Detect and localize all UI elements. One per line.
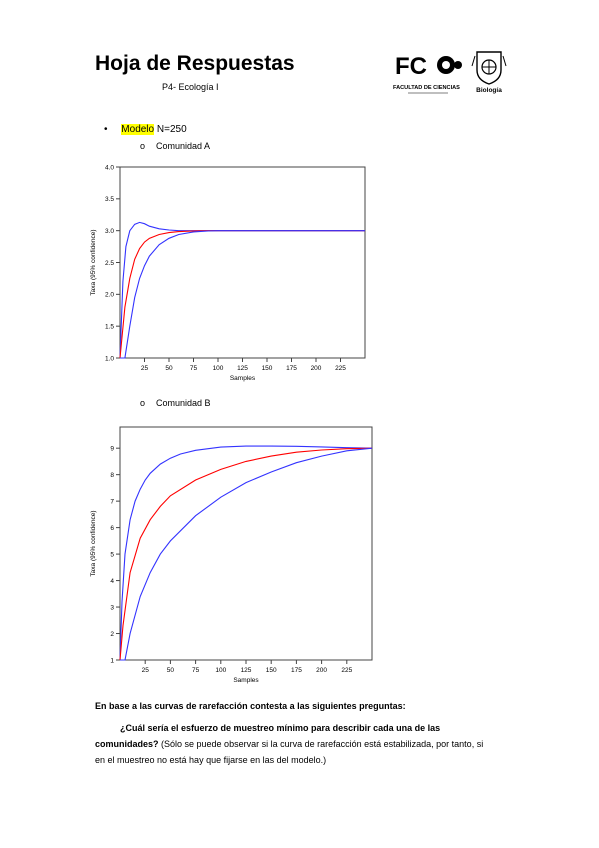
model-highlight: Modelo <box>121 124 155 135</box>
x-tick-label: 150 <box>262 365 273 372</box>
series-line-lower <box>120 230 365 359</box>
y-tick-label: 9 <box>110 445 114 452</box>
y-tick-label: 1.0 <box>105 355 114 362</box>
plot-frame <box>119 166 366 359</box>
x-tick-label: 200 <box>316 667 327 674</box>
y-tick-label: 1 <box>110 657 114 664</box>
series-line-mean <box>119 447 373 661</box>
question-line-3: en el muestreo no está hay que fijarse e… <box>95 755 327 765</box>
question-line-2: comunidades? (Sólo se puede observar si … <box>95 736 483 752</box>
y-axis-label: Taxa (95% confidence) <box>90 229 97 295</box>
question-bold-1: ¿Cuál sería el esfuerzo de muestreo míni… <box>120 723 441 733</box>
x-tick-label: 100 <box>213 365 224 372</box>
x-axis-label: Samples <box>230 375 256 382</box>
intro-text: En base a las curvas de rarefacción cont… <box>95 701 406 711</box>
x-axis-label: Samples <box>233 677 259 684</box>
bullet-marker: • <box>104 124 108 135</box>
x-tick-label: 225 <box>341 667 352 674</box>
page-title: Hoja de Respuestas <box>95 52 295 75</box>
chart-community-b: 25 50 75 100 125 150 175 200 225 1 2 3 4 5 6 7 8 9 Samples… <box>90 426 373 684</box>
question-normal-2: (Sólo se puede observar si la curva de r… <box>158 739 484 749</box>
community-b-heading: o Comunidad B <box>140 398 211 408</box>
x-tick-label: 25 <box>141 365 149 372</box>
y-tick-label: 2.0 <box>105 292 114 299</box>
logo-fc-text: FC <box>395 53 427 80</box>
x-tick-label: 75 <box>190 365 198 372</box>
y-tick-label: 8 <box>110 472 114 479</box>
x-tick-label: 125 <box>241 667 252 674</box>
y-tick-label: 1.5 <box>105 323 114 330</box>
community-b-label: Comunidad B <box>156 398 211 408</box>
chart-community-a: 25 50 75 100 125 150 175 200 225 1.0 1.5 2.0 2.5 3.0 3… <box>90 164 366 382</box>
sub-bullet-marker: o <box>140 398 146 408</box>
model-size: N=250 <box>154 124 187 135</box>
page-subtitle: P4- Ecología I <box>162 82 219 92</box>
faculty-logo: FC FACULTAD DE CIENCIAS <box>393 53 462 94</box>
y-tick-label: 3 <box>110 604 114 611</box>
y-tick-label: 4 <box>110 578 114 585</box>
series-line-upper <box>119 445 373 661</box>
y-tick-label: 2 <box>110 631 114 638</box>
logo-fc-caption: FACULTAD DE CIENCIAS <box>393 85 460 91</box>
biology-seal-logo: Biología <box>471 51 507 94</box>
x-tick-label: 225 <box>335 365 346 372</box>
logo-seal-caption: Biología <box>476 87 502 94</box>
y-tick-label: 7 <box>110 498 114 505</box>
model-line: • Modelo N=250 <box>104 124 187 135</box>
community-a-heading: o Comunidad A <box>140 141 210 151</box>
x-tick-label: 50 <box>167 667 175 674</box>
x-tick-label: 25 <box>142 667 150 674</box>
y-tick-label: 5 <box>110 551 114 558</box>
x-tick-label: 50 <box>165 365 173 372</box>
y-tick-label: 6 <box>110 525 114 532</box>
y-tick-label: 3.5 <box>105 196 114 203</box>
x-tick-label: 175 <box>286 365 297 372</box>
x-tick-label: 125 <box>237 365 248 372</box>
y-tick-label: 2.5 <box>105 260 114 267</box>
y-tick-label: 4.0 <box>105 164 114 171</box>
series-line-lower <box>120 447 373 661</box>
x-tick-label: 100 <box>215 667 226 674</box>
question-bold-2: comunidades? <box>95 739 159 749</box>
sub-bullet-marker: o <box>140 141 146 151</box>
x-tick-label: 175 <box>291 667 302 674</box>
plot-frame <box>119 426 373 661</box>
x-tick-label: 75 <box>192 667 200 674</box>
question-line-1: ¿Cuál sería el esfuerzo de muestreo míni… <box>120 720 440 736</box>
community-a-label: Comunidad A <box>156 141 211 151</box>
x-tick-label: 200 <box>311 365 322 372</box>
y-axis-label: Taxa (95% confidence) <box>90 510 97 576</box>
y-tick-label: 3.0 <box>105 228 114 235</box>
x-tick-label: 150 <box>266 667 277 674</box>
